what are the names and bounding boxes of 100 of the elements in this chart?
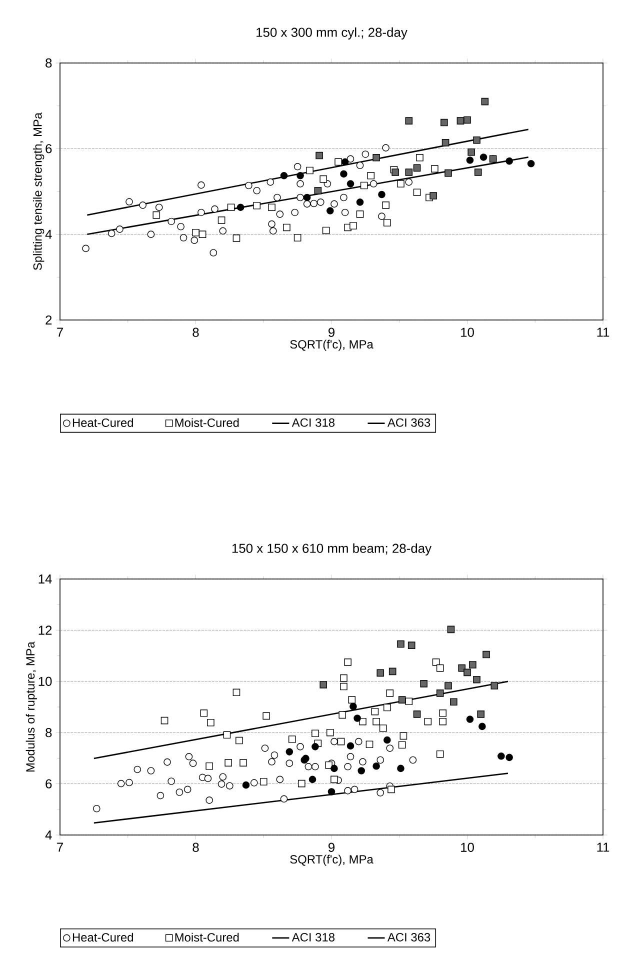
point xyxy=(372,154,380,162)
point xyxy=(261,744,269,752)
point xyxy=(164,758,171,766)
point xyxy=(444,169,452,177)
x-tick-label: 8 xyxy=(192,328,199,337)
point xyxy=(400,732,408,740)
point xyxy=(294,163,302,170)
point xyxy=(372,762,380,770)
point xyxy=(206,796,213,804)
y-tick-label: 8 xyxy=(46,58,52,68)
point xyxy=(198,181,205,189)
point xyxy=(280,795,288,803)
point xyxy=(413,164,421,172)
x-tick-label: 7 xyxy=(57,842,63,852)
point xyxy=(296,172,304,180)
y-tick-label: 8 xyxy=(46,728,52,738)
point xyxy=(397,640,404,648)
legend-label: ACI 363 xyxy=(387,932,430,942)
point xyxy=(405,698,413,706)
point xyxy=(498,752,505,760)
point xyxy=(344,658,352,666)
point xyxy=(176,788,184,796)
point xyxy=(190,236,198,244)
point xyxy=(291,208,298,216)
point xyxy=(444,682,452,690)
y-axis-title: Splitting tensile strength, MPa xyxy=(33,112,44,270)
point xyxy=(473,136,480,144)
point xyxy=(527,160,535,168)
point xyxy=(384,704,391,712)
point xyxy=(431,165,438,172)
point xyxy=(322,226,330,234)
point xyxy=(147,230,155,238)
point xyxy=(206,762,213,770)
point xyxy=(386,690,394,697)
point xyxy=(270,751,278,759)
point xyxy=(330,738,338,746)
y-tick-label: 4 xyxy=(45,230,52,239)
point xyxy=(198,208,205,216)
point xyxy=(328,788,336,796)
point xyxy=(253,202,260,210)
point xyxy=(276,210,284,218)
point xyxy=(310,200,318,208)
x-tick-label: 8 xyxy=(192,842,199,852)
point xyxy=(180,234,188,242)
point xyxy=(334,158,342,166)
y-tick-label: 10 xyxy=(38,676,52,686)
point xyxy=(379,724,387,732)
point xyxy=(326,207,334,214)
point xyxy=(139,202,146,209)
point xyxy=(177,222,184,230)
point xyxy=(316,152,323,160)
point xyxy=(360,182,368,190)
point xyxy=(409,756,417,764)
point xyxy=(346,742,354,750)
point xyxy=(266,178,274,186)
point xyxy=(481,98,489,106)
point xyxy=(93,804,100,812)
point xyxy=(405,178,413,186)
point xyxy=(372,718,380,726)
point xyxy=(116,226,124,233)
x-axis-title: SQRT(f'c), MPa xyxy=(290,340,374,351)
point xyxy=(276,776,284,784)
point xyxy=(262,712,270,720)
point xyxy=(219,227,227,235)
chart-title: 150 x 150 x 610 mm beam; 28-day xyxy=(232,543,432,556)
point xyxy=(442,139,450,146)
chart-title: 150 x 300 mm cyl.; 28-day xyxy=(256,27,408,40)
point xyxy=(320,175,328,183)
point xyxy=(227,204,235,211)
point xyxy=(184,786,192,794)
point xyxy=(168,218,175,226)
point xyxy=(245,182,252,190)
point xyxy=(286,760,294,767)
point xyxy=(376,669,384,677)
point xyxy=(338,711,346,719)
point xyxy=(340,194,348,202)
y-tick-label: 2 xyxy=(46,315,52,325)
point xyxy=(325,761,332,769)
point xyxy=(117,780,125,788)
point xyxy=(350,222,357,230)
legend-label: ACI 318 xyxy=(292,418,335,427)
point xyxy=(296,180,304,188)
point xyxy=(466,156,474,164)
point xyxy=(236,736,243,744)
point xyxy=(376,789,384,796)
point xyxy=(198,230,206,238)
point xyxy=(268,220,276,228)
point xyxy=(340,674,348,682)
point xyxy=(474,168,482,176)
point xyxy=(298,780,306,788)
point xyxy=(405,168,413,176)
point xyxy=(204,774,212,782)
point xyxy=(294,234,302,242)
y-tick-label: 6 xyxy=(46,144,52,154)
point xyxy=(280,172,288,180)
point xyxy=(466,716,474,723)
point xyxy=(350,702,357,710)
point xyxy=(367,172,375,180)
y-axis-title: Modulus of rupture, MPa xyxy=(26,642,37,772)
point xyxy=(359,758,366,766)
